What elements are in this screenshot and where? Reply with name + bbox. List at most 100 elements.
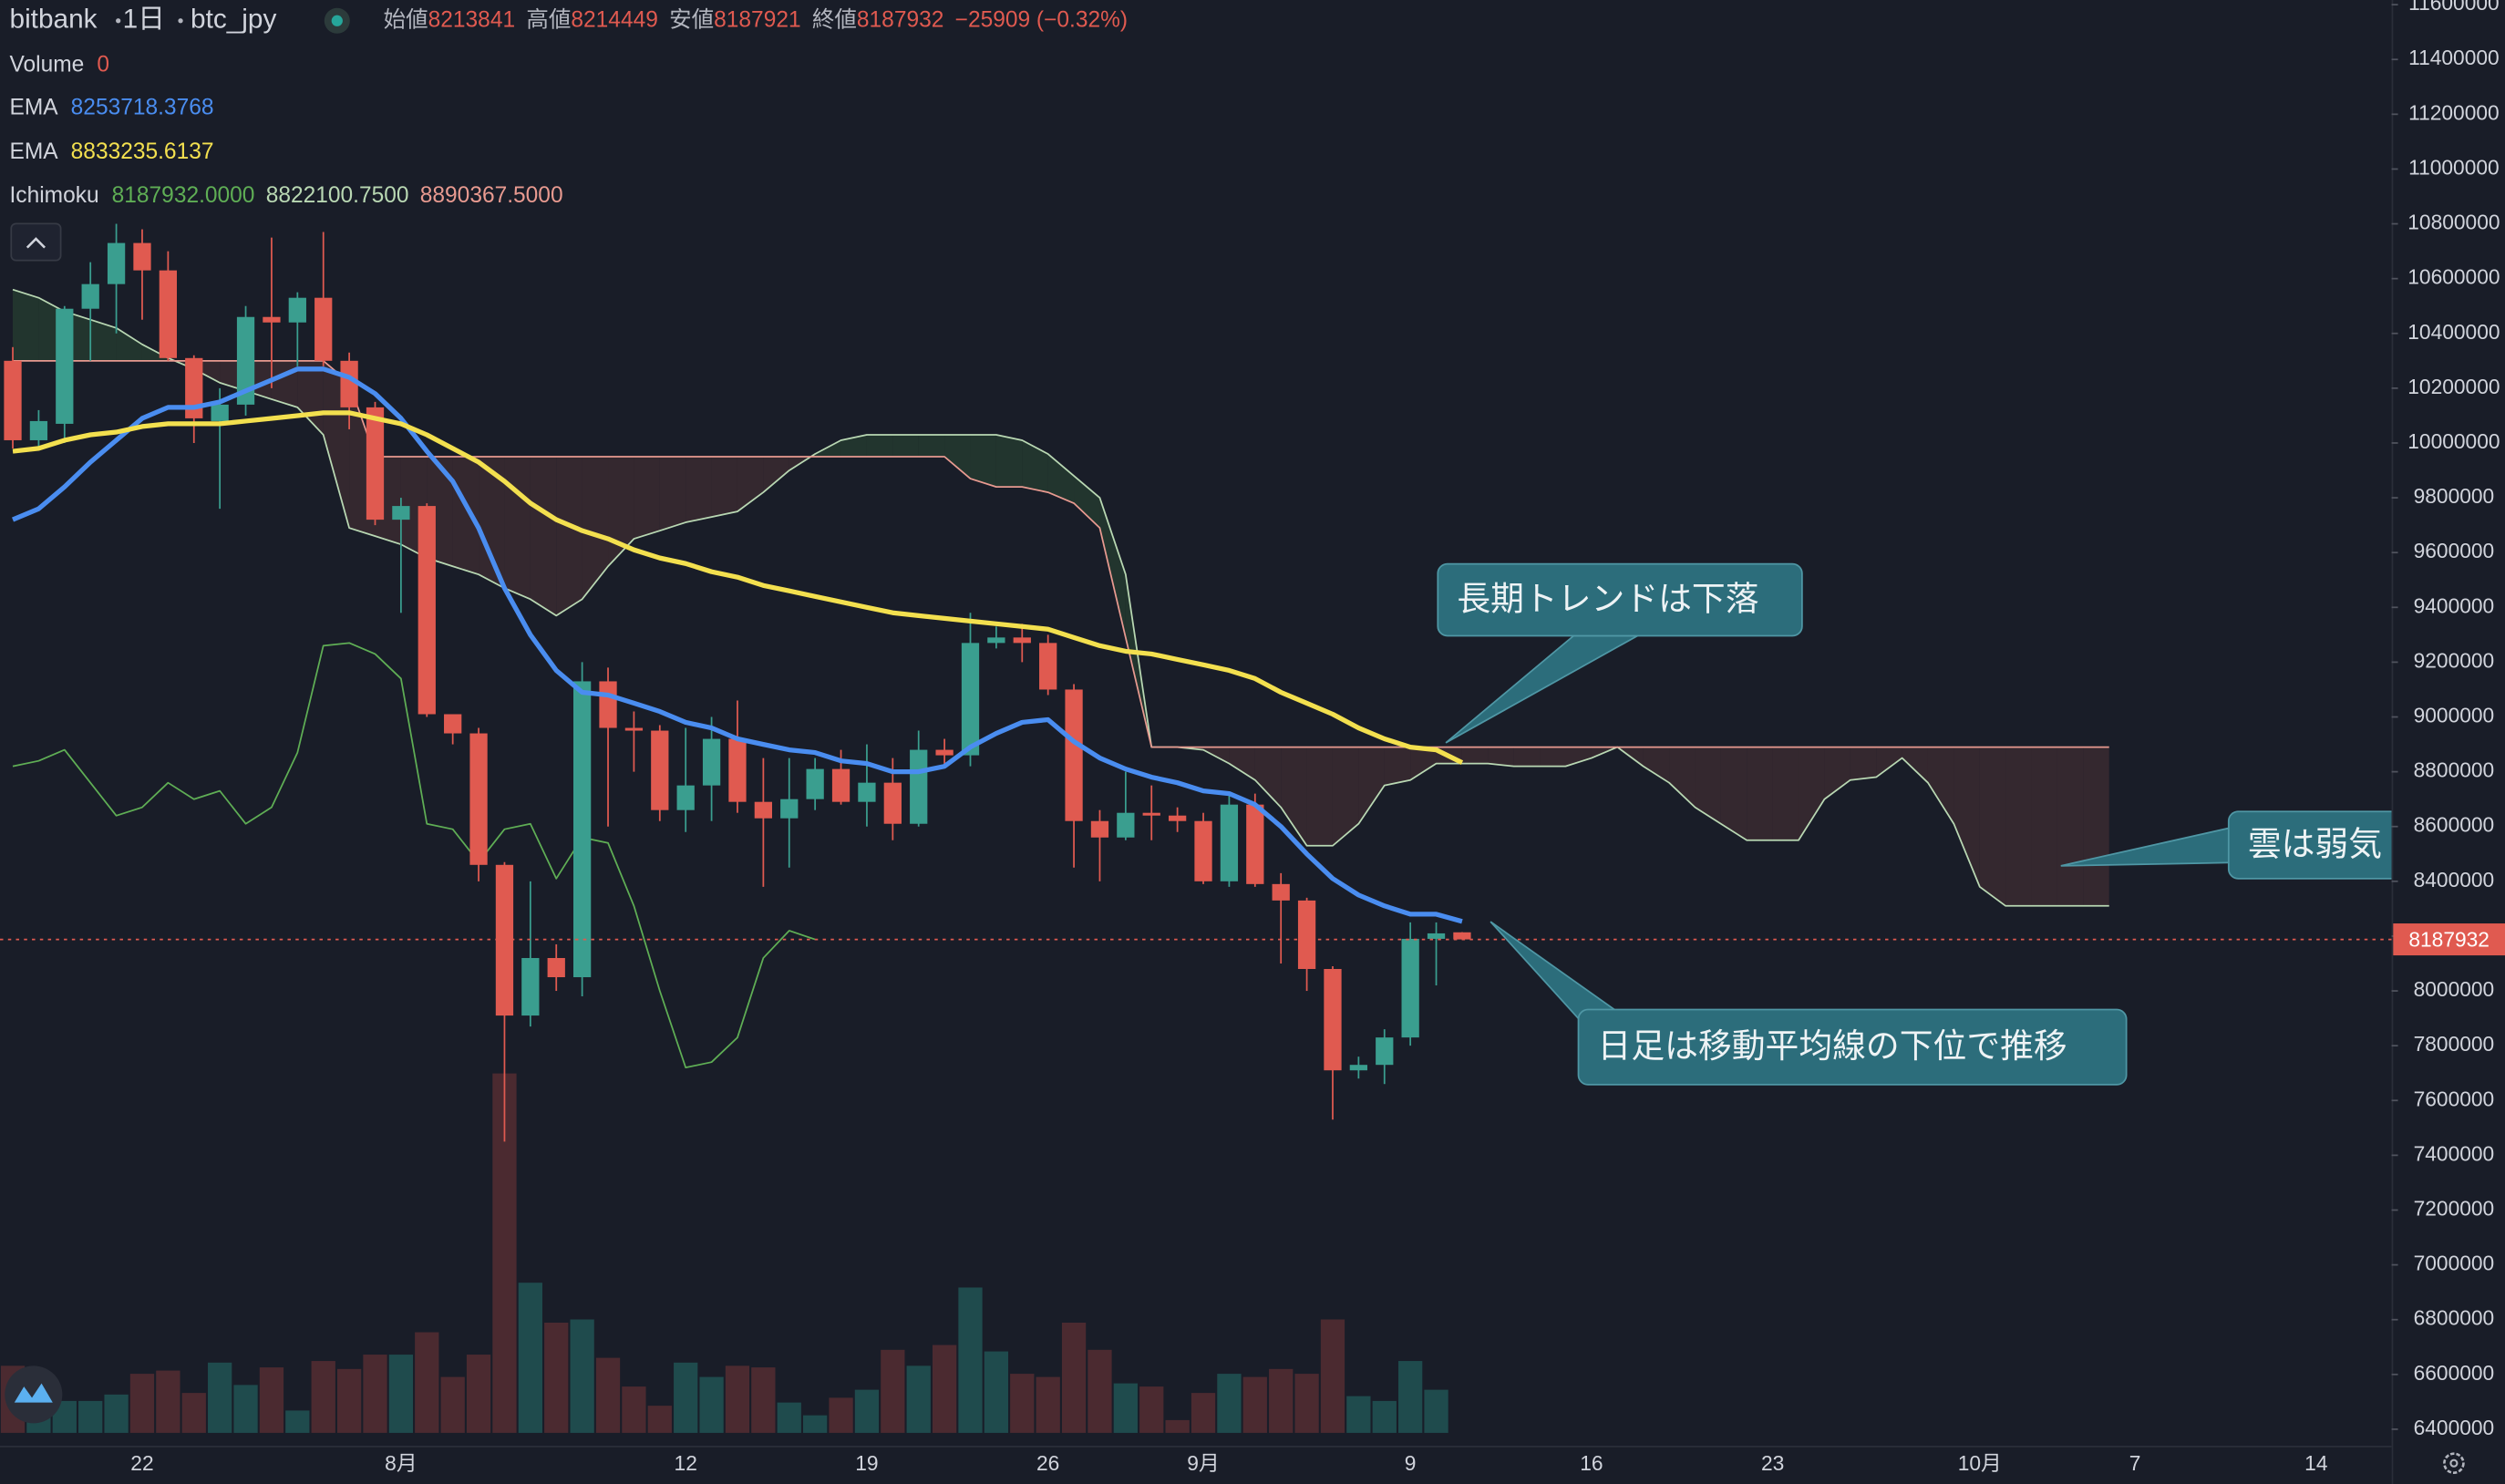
volume-bar	[363, 1355, 387, 1433]
candle-body	[288, 297, 306, 323]
volume-bar	[803, 1415, 828, 1433]
cloud	[556, 456, 582, 616]
cloud	[2005, 747, 2032, 906]
cloud	[1669, 747, 1696, 808]
candle-body	[1220, 804, 1239, 881]
candle-body	[1427, 933, 1446, 939]
cloud	[13, 289, 39, 361]
cloud	[1358, 747, 1385, 824]
cloud	[686, 456, 712, 523]
span-b-line	[13, 359, 2109, 748]
candle-body	[1324, 969, 1342, 1071]
candle-body	[547, 957, 565, 978]
ohlc-label: 始値	[384, 6, 428, 32]
cloud	[1850, 747, 1877, 780]
volume-bar	[1217, 1374, 1242, 1433]
candle-body	[159, 270, 178, 358]
legend-value: 8833235.6137	[71, 139, 214, 164]
collapse-button-box[interactable]	[10, 222, 62, 262]
callout-text: 日足は移動平均線の下位で推移	[1598, 1027, 2067, 1065]
cloud	[866, 434, 893, 457]
cloud	[892, 434, 919, 457]
logo-circle[interactable]	[5, 1365, 63, 1424]
x-tick-label: 14	[2304, 1451, 2327, 1475]
collapse-icon[interactable]	[26, 237, 46, 249]
cloud	[1979, 747, 2006, 906]
cloud	[634, 456, 660, 540]
volume-bar	[674, 1362, 698, 1433]
y-tick-label: 10000000	[2407, 429, 2500, 453]
y-tick-label: 9400000	[2414, 593, 2495, 617]
logo-icon[interactable]	[14, 1383, 53, 1403]
cloud	[297, 360, 324, 435]
volume-bar	[1010, 1374, 1035, 1433]
candle-body	[1013, 637, 1031, 644]
candle-body	[1039, 643, 1057, 690]
candle-body	[133, 242, 151, 271]
candle-body	[418, 506, 436, 715]
volume-bar	[932, 1345, 957, 1433]
volume-bar	[1294, 1374, 1319, 1433]
legend-name: Ichimoku	[10, 183, 99, 208]
candle-body	[961, 643, 980, 756]
legend-value: 8822100.7500	[266, 183, 409, 208]
cloud	[1747, 747, 1773, 840]
cloud	[582, 456, 609, 600]
volume-bar	[1139, 1386, 1164, 1433]
legend-name: Volume	[10, 52, 85, 77]
y-tick-label: 10600000	[2407, 265, 2500, 289]
candle-body	[521, 957, 540, 1016]
volume-bar	[129, 1374, 155, 1433]
cloud	[530, 456, 557, 616]
ohlc-label: 高値	[526, 6, 571, 32]
candle-body	[1401, 938, 1419, 1038]
cloud	[1720, 747, 1747, 840]
ema-line	[12, 366, 1463, 924]
candle-body	[702, 738, 721, 786]
candle-body	[831, 768, 850, 802]
cloud	[1461, 747, 1489, 764]
cloud	[1643, 747, 1670, 783]
x-tick-label: 7	[2129, 1451, 2141, 1475]
candle-body	[4, 360, 22, 440]
y-tick-label: 10200000	[2407, 375, 2500, 398]
x-tick-label: 22	[130, 1451, 153, 1475]
ohlc-value: 8187921	[714, 7, 800, 32]
price-axis	[2391, 0, 2505, 1484]
logo[interactable]	[5, 1365, 63, 1424]
candle-body	[1065, 689, 1083, 821]
volume-bar	[1036, 1376, 1060, 1433]
volume-bar	[906, 1365, 931, 1433]
settings-icon[interactable]	[2443, 1452, 2465, 1475]
cloud	[659, 456, 686, 531]
volume-bar	[1320, 1319, 1345, 1433]
candle-body	[1117, 812, 1135, 838]
ema-line	[12, 410, 1464, 765]
cloud	[970, 434, 996, 488]
cloud	[1332, 747, 1359, 846]
candle-body	[263, 316, 281, 323]
exchange: bitbank	[10, 5, 98, 35]
candle-body	[1142, 812, 1160, 816]
volume-bar	[854, 1389, 880, 1433]
candle-body	[754, 801, 773, 819]
volume-bar	[777, 1402, 801, 1433]
candle-body	[1453, 932, 1471, 940]
volume-bar	[1398, 1361, 1423, 1433]
candle-body	[651, 730, 669, 810]
volume-bar	[1113, 1383, 1138, 1433]
interval: 1日	[123, 5, 165, 35]
cloud	[737, 456, 764, 512]
y-tick-label: 11000000	[2408, 155, 2500, 179]
settings-icon-center[interactable]	[2449, 1458, 2459, 1468]
volume-bar	[78, 1400, 103, 1433]
callout-box	[1577, 1008, 2128, 1086]
candle-body	[211, 404, 229, 421]
collapse-button[interactable]	[10, 222, 62, 262]
cloud	[1022, 439, 1048, 493]
y-tick-label: 7200000	[2414, 1196, 2495, 1220]
volume-bar	[104, 1394, 129, 1433]
settings-button[interactable]	[2443, 1452, 2465, 1475]
